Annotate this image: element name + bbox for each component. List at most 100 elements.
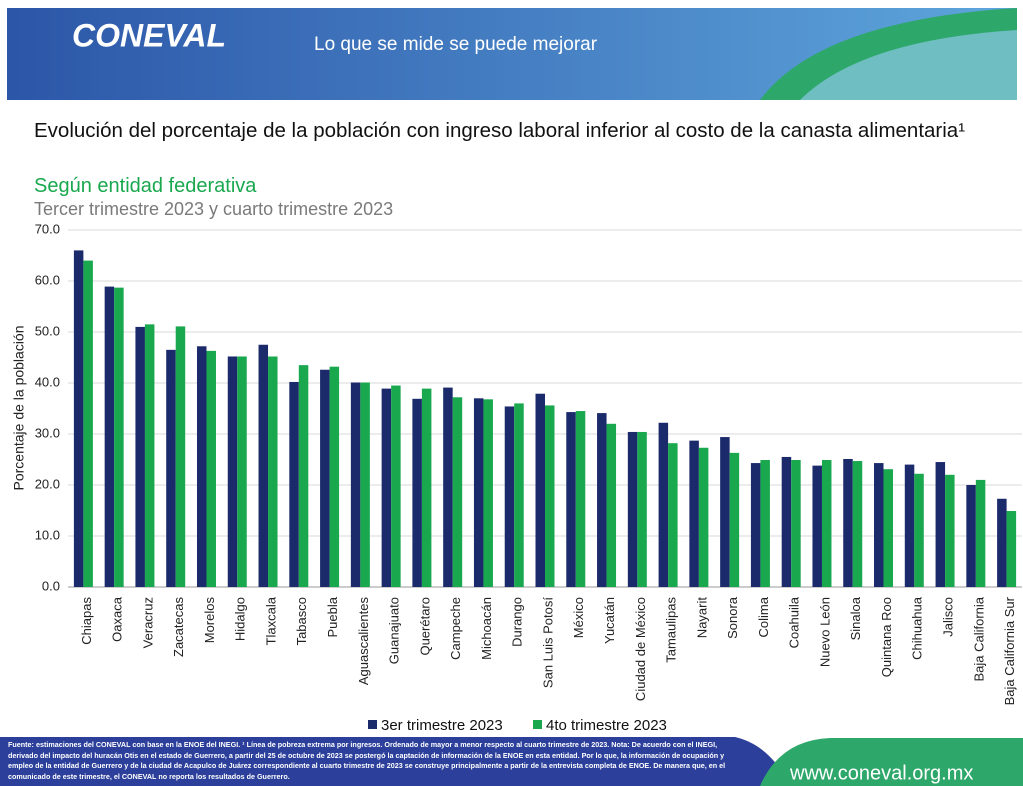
x-tick-label: Puebla	[325, 596, 340, 637]
footnote: Fuente: estimaciones del CONEVAL con bas…	[8, 740, 726, 781]
bar	[698, 447, 709, 587]
bar	[320, 369, 330, 587]
y-tick-label: 50.0	[35, 323, 60, 338]
bar	[391, 385, 401, 587]
x-tick-label: Quintana Roo	[879, 597, 894, 677]
title: Evolución del porcentaje de la población…	[34, 119, 966, 142]
bar	[627, 431, 638, 587]
subtitle: Según entidad federativa	[34, 175, 257, 197]
legend-label: 4to trimestre 2023	[546, 717, 667, 734]
x-tick-label: Tamaulipas	[664, 597, 679, 663]
y-tick-label: 40.0	[35, 374, 60, 389]
footer-band	[0, 737, 790, 786]
bar	[504, 406, 515, 587]
x-tick-label: Nayarit	[694, 597, 709, 639]
bar	[689, 440, 699, 587]
bar	[966, 485, 976, 587]
bar	[412, 398, 422, 587]
x-tick-label: México	[571, 597, 586, 638]
bar	[883, 469, 894, 587]
x-tick-label: Campeche	[448, 597, 463, 660]
x-tick-label: Sinaloa	[848, 596, 863, 640]
y-tick-label: 30.0	[35, 425, 60, 440]
x-tick-label: Chihuahua	[910, 596, 925, 660]
bar	[473, 398, 484, 587]
bar	[381, 388, 392, 587]
bar	[483, 399, 493, 587]
bar	[443, 387, 453, 587]
bar	[452, 397, 463, 587]
bar	[945, 474, 955, 587]
bar	[812, 465, 822, 587]
bar	[114, 287, 124, 587]
header-wave	[800, 30, 1017, 100]
bar	[104, 286, 115, 587]
bar	[144, 324, 155, 587]
legend-label: 3er trimestre 2023	[381, 717, 503, 734]
x-tick-label: Zacatecas	[171, 597, 186, 657]
logo: CONEVAL	[72, 17, 226, 53]
plot: 0.0 10.0 20.0 30.0 40.0 50.0 60.0 70.0 Chiapas Oa…	[35, 221, 1022, 734]
bar	[874, 463, 884, 587]
bar	[904, 464, 915, 587]
bar	[289, 381, 299, 587]
x-tick-label: Tlaxcala	[263, 596, 278, 645]
x-tick-label: Baja California	[971, 596, 986, 681]
x-tick-label: Colima	[756, 596, 771, 637]
bar	[73, 250, 84, 587]
legend-swatch	[368, 720, 377, 729]
y-tick-label: 70.0	[35, 221, 60, 236]
y-tick-label: 60.0	[35, 272, 60, 287]
bar	[791, 460, 801, 587]
bar	[720, 437, 730, 587]
x-tick-label: Veracruz	[140, 597, 155, 648]
bar	[637, 431, 647, 587]
x-tick-label: Hidalgo	[233, 597, 248, 641]
bar	[658, 422, 669, 587]
bar	[237, 356, 247, 587]
bar	[575, 411, 586, 587]
x-tick-label: Chiapas	[79, 597, 94, 645]
x-tick-label: Guanajuato	[387, 597, 402, 664]
bar	[606, 423, 617, 587]
bar	[227, 356, 238, 587]
bar	[175, 326, 186, 587]
bar	[1006, 511, 1017, 587]
bar	[166, 349, 176, 587]
x-tick-label: Sonora	[725, 596, 740, 639]
x-tick-label: Durango	[510, 597, 525, 647]
x-tick-label: Coahuila	[787, 596, 802, 648]
footer-wave	[760, 738, 1023, 786]
bar	[935, 462, 946, 587]
bar	[843, 458, 853, 587]
x-tick-label: Baja California Sur	[1002, 596, 1017, 705]
bar	[535, 393, 545, 587]
y-tick-label: 20.0	[35, 476, 60, 491]
bar	[268, 356, 278, 587]
x-tick-label: Morelos	[202, 597, 217, 644]
bar	[852, 461, 863, 587]
bar	[298, 365, 309, 587]
x-tick-label: Oaxaca	[110, 596, 125, 642]
bar	[997, 498, 1007, 587]
bar	[566, 412, 576, 587]
bar	[83, 260, 93, 587]
x-tick-label: Querétaro	[417, 597, 432, 656]
x-tick-label: Aguascalientes	[356, 597, 371, 686]
x-tick-label: Yucatán	[602, 597, 617, 644]
x-tick-label: Jalisco	[941, 597, 956, 637]
bar	[514, 403, 524, 587]
bar	[350, 382, 361, 587]
x-tick-label: Nuevo León	[817, 597, 832, 667]
bar	[545, 405, 555, 587]
y-axis-label: Porcentaje de la población	[11, 325, 27, 490]
x-tick-label: Ciudad de México	[633, 597, 648, 701]
bar	[135, 326, 145, 587]
bar	[668, 443, 678, 587]
x-tick-label: Tabasco	[294, 597, 309, 645]
bar	[729, 452, 740, 587]
bar	[597, 413, 607, 587]
legend-swatch	[533, 720, 542, 729]
